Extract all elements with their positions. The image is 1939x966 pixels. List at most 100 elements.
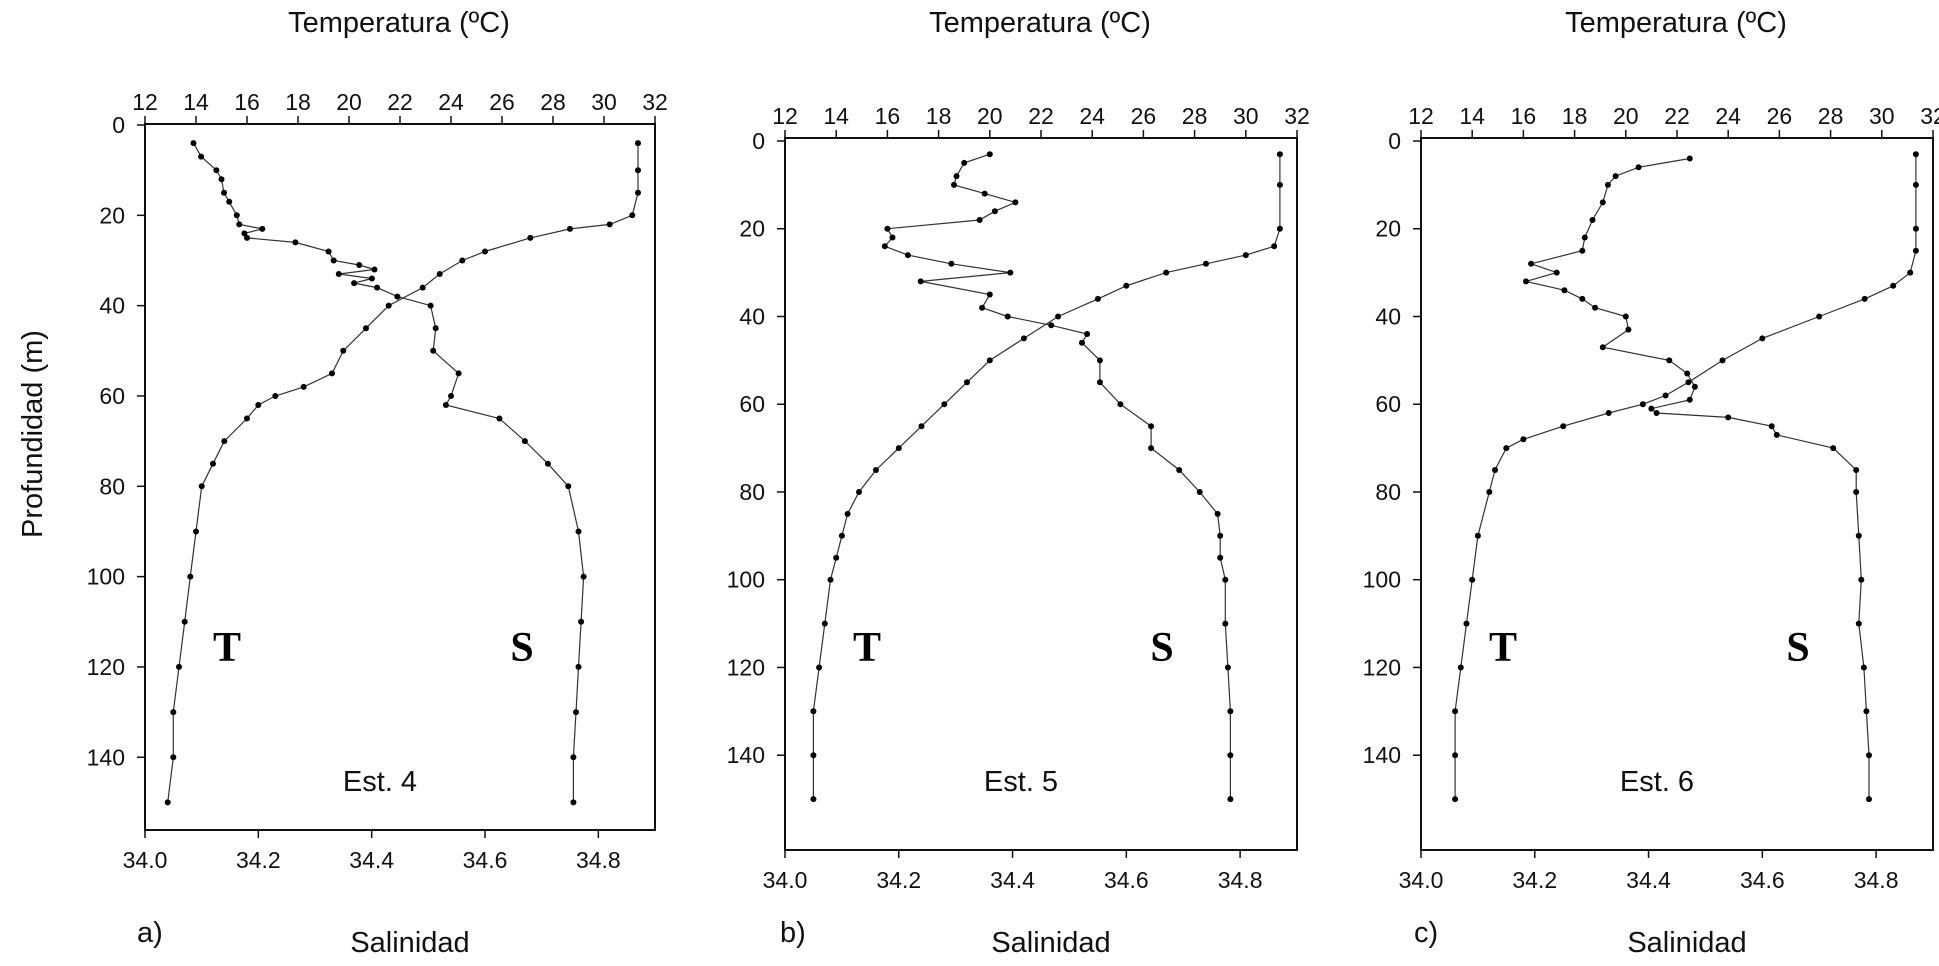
panel-3-salinity-tick-label: 34.2 [1512,867,1557,893]
panel-2-temperature-data-point [961,159,968,166]
panel-2-temperature-data-point [884,225,891,232]
panel-3-depth-tick-label: 20 [1375,216,1401,242]
panel-1-temperature-tick-label: 16 [234,89,260,115]
panel-3-temperature-tick-label: 32 [1920,103,1939,129]
panel-1-salinity-data-point [198,483,205,490]
panel-2-temperature-data-point [1048,322,1055,329]
panel-3-salinity-data-point [1452,752,1459,759]
panel-2-salinity-data-point [1276,151,1283,158]
panel-2-plot-frame [784,137,1298,851]
panel-2-temperature-data-point [1227,796,1234,803]
panel-2-salinity-data-point [1094,295,1101,302]
panel-3-salinity-data-point [1816,313,1823,320]
panel-1-temperature-data-point [244,234,250,241]
panel-1-salinity-tick-label: 34.2 [236,847,281,873]
panel-3-salinity-data-point [1452,796,1459,803]
panel-3-temperature-data-point [1622,313,1629,320]
panel-2-salinity-data-point [810,796,817,803]
panel-2-depth-tick-label: 80 [739,479,765,505]
panel-2-temperature-profile-line [883,153,1232,800]
panel-2-temperature-data-point [1217,532,1224,539]
panel-3-temperature-data-point [1581,234,1588,241]
panel-1-salinity-data-point [193,528,199,535]
panel-1-temperature-data-point [198,153,205,160]
panel-1-depth-tick-label: 0 [112,112,125,138]
panel-1-salinity-data-point [436,271,443,277]
panel-3-depth-tick-label: 100 [1363,567,1401,593]
panel-2-salinity-data-point [816,664,823,671]
panel-2-salinity-tick-label: 34.4 [990,867,1035,893]
panel-2-salinity-curve-label: S [1150,625,1173,671]
panel-2-salinity-data-point [918,423,925,430]
panel-3-temperature-data-point [1589,217,1596,223]
panel-2-temperature-tick-label: 12 [772,103,798,129]
panel-3-temperature-data-point [1528,260,1535,267]
panel-1-temperature-data-point [570,754,577,761]
panel-2-salinity-data-point [941,401,948,408]
panel-3-temperature-data-point [1625,326,1632,333]
panel-3-temperature-data-point [1691,383,1698,390]
panel-1-temperature-data-point [213,167,220,174]
panel-3-temperature-data-point [1860,664,1867,671]
panel-1-salinity-data-point [300,383,307,390]
panel-3-salinity-data-point [1912,151,1919,158]
panel-2-temperature-data-point [991,208,998,215]
panel-1-temperature-data-point [430,347,437,354]
panel-1-salinity-data-point [635,140,641,147]
panel-1-temperature-data-point [226,198,233,205]
panel-3-temperature-tick-label: 30 [1869,103,1895,129]
panel-1-temperature-data-point [236,221,243,228]
panel-3-depth-tick-label: 40 [1375,303,1401,329]
panel-1-salinity-data-point [210,460,216,467]
panel-3-temperature-data-point [1686,155,1693,162]
panel-2-temperature-data-point [986,291,993,298]
panel-2-temperature-data-point [1227,752,1234,759]
panel-2-temperature-data-point [951,181,957,188]
panel-2-salinity-data-point [1055,313,1062,320]
panel-1-temperature-axis-title: Temperatura (ºC) [288,7,510,39]
panel-3-station-label: Est. 6 [1620,766,1694,798]
panel-2-temperature-data-point [1012,199,1019,206]
panel-3-salinity-data-point [1890,282,1897,289]
panel-3-temperature-data-point [1855,620,1862,627]
panel-2-temperature-data-point [881,243,888,250]
panel-2-salinity-axis-title: Salinidad [991,927,1110,959]
panel-2-salinity-data-point [964,379,970,386]
panel-1-temperature-data-point [442,402,449,408]
panel-3-temperature-data-point [1855,532,1862,539]
panel-1-depth-tick-label: 20 [99,202,125,228]
panel-1-salinity-curve-label: S [510,625,533,671]
panel-3-temperature-axis-title: Temperatura (ºC) [1565,7,1787,39]
panel-1-depth-tick-label: 120 [87,654,125,680]
panel-1-temperature-data-point [356,262,363,268]
panel-3-salinity-data-point [1560,423,1567,430]
panel-3-salinity-data-point [1503,445,1510,452]
panel-3-temperature-tick-label: 24 [1715,103,1741,129]
panel-1-depth-tick-label: 60 [99,383,125,409]
panel-1-temperature-profile-line [192,142,585,803]
panel-1-temperature-tick-label: 26 [489,89,515,115]
panel-2-temperature-data-point [986,151,993,158]
panel-3-salinity-tick-label: 34.0 [1399,867,1444,893]
panel-2-temperature-data-point [1224,664,1231,671]
panel-1-temperature-data-point [190,140,197,147]
panel-3-temperature-data-point [1858,576,1865,583]
panel-2-temperature-data-point [1196,489,1203,495]
panel-3-salinity-data-point [1912,247,1919,254]
panel-3-salinity-data-point [1912,225,1919,232]
panel-3-temperature-profile-line [1525,157,1870,800]
panel-2-salinity-tick-label: 34.8 [1218,867,1263,893]
panel-3-depth-tick-label: 60 [1375,391,1401,417]
panel-3-temperature-tick-label: 28 [1818,103,1844,129]
panel-2-temperature-data-point [1148,423,1155,430]
panel-1-temperature-tick-label: 24 [438,89,464,115]
panel-1-temperature-curve-label: T [213,625,241,671]
panel-2-temperature-data-point [1217,554,1224,561]
panel-3-salinity-axis-title: Salinidad [1627,927,1746,959]
panel-2-temperature-tick-label: 18 [926,103,952,129]
panel-1-plot-frame [144,123,656,831]
panel-1-temperature-tick-label: 18 [285,89,311,115]
panel-1-temperature-data-point [432,325,439,332]
panel-1-temperature-data-point [575,663,582,670]
panel-1-station-label: Est. 4 [343,766,417,798]
